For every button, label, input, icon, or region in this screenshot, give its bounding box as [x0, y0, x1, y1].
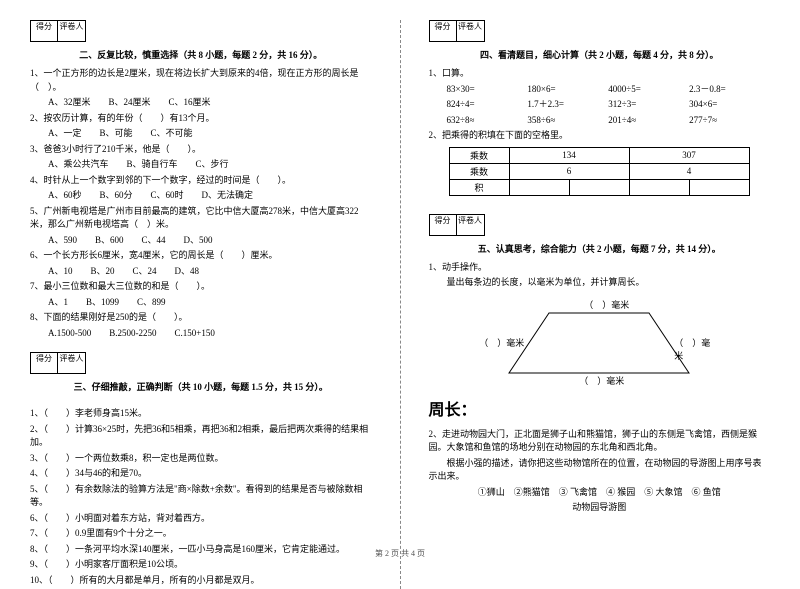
label-left: （ ）毫米 — [479, 336, 524, 349]
cell: 134 — [509, 147, 629, 163]
product-table: 乘数 134 307 乘数 6 4 积 — [449, 147, 750, 196]
section-4-title: 四、看清题目，细心计算（共 2 小题，每题 4 分，共 8 分）。 — [429, 48, 771, 61]
section-5-title: 五、认真思考，综合能力（共 2 小题，每题 7 分，共 14 分）。 — [429, 242, 771, 255]
q1-opts: A、32厘米 B、24厘米 C、16厘米 — [30, 96, 372, 110]
s4-q2: 2、把乘得的积填在下面的空格里。 — [429, 129, 771, 143]
s5-q2d: 动物园导游图 — [429, 501, 771, 515]
label-right: （ ）毫米 — [674, 336, 719, 362]
calc-cell: 180×6= — [527, 83, 608, 97]
score-label: 得分 — [429, 214, 457, 236]
calc-cell: 201÷4≈ — [608, 114, 689, 128]
calc-cell: 632÷8≈ — [447, 114, 528, 128]
cell: 307 — [629, 147, 749, 163]
calc-cell: 304×6= — [689, 98, 770, 112]
cell — [509, 179, 569, 195]
grader-label: 评卷人 — [58, 20, 86, 42]
calc-cell: 312÷3= — [608, 98, 689, 112]
judge-item: 3、（ ）一个两位数乘8，积一定也是两位数。 — [30, 452, 372, 466]
label-top: （ ）毫米 — [584, 298, 629, 311]
judge-item: 10、（ ）所有的大月都是单月，所有的小月都是双月。 — [30, 574, 372, 588]
calc-cell: 824÷4= — [447, 98, 528, 112]
score-label: 得分 — [30, 20, 58, 42]
trapezoid-figure: （ ）毫米 （ ）毫米 （ ）毫米 （ ）毫米 — [479, 298, 719, 388]
judge-item: 5、（ ）有余数除法的验算方法是"商×除数+余数"。看得到的结果是否与被除数相等… — [30, 483, 372, 510]
score-box-4: 得分 评卷人 — [429, 20, 485, 42]
judge-item: 4、（ ）34与46的和是70。 — [30, 467, 372, 481]
q7-opts: A、1 B、1099 C、899 — [30, 296, 372, 310]
s5-q1: 1、动手操作。 — [429, 261, 771, 275]
section-2-title: 二、反复比较，慎重选择（共 8 小题，每题 2 分，共 16 分）。 — [30, 48, 372, 61]
calc-cell: 83×30= — [447, 83, 528, 97]
perimeter-label: 周长： — [429, 396, 771, 420]
grader-label: 评卷人 — [457, 214, 485, 236]
q4: 4、时针从上一个数字到邻的下一个数字，经过的时间是（ ）。 — [30, 174, 372, 188]
section-3-title: 三、仔细推敲，正确判断（共 10 小题，每题 1.5 分，共 15 分）。 — [30, 380, 372, 393]
page-footer: 第 2 页 共 4 页 — [0, 548, 800, 559]
score-box-2: 得分 评卷人 — [30, 20, 86, 42]
q4-opts: A、60秒 B、60分 C、60时 D、无法确定 — [30, 189, 372, 203]
q5: 5、广州新电视塔是广州市目前最高的建筑，它比中信大厦高278米，中信大厦高322… — [30, 205, 372, 232]
cell — [569, 179, 629, 195]
s4-q1: 1、口算。 — [429, 67, 771, 81]
q2: 2、按农历计算，有的年份（ ）有13个月。 — [30, 112, 372, 126]
s5-q2a: 2、走进动物园大门，正北面是狮子山和熊猫馆，狮子山的东侧是飞禽馆，西侧是猴园。大… — [429, 428, 771, 455]
q5-opts: A、590 B、600 C、44 D、500 — [30, 234, 372, 248]
calc-cell: 277÷7≈ — [689, 114, 770, 128]
cell — [689, 179, 749, 195]
score-box-3: 得分 评卷人 — [30, 352, 86, 374]
s5-q2b: 根据小强的描述，请你把这些动物馆所在的位置，在动物园的导游图上用序号表示出来。 — [429, 457, 771, 484]
label-bottom: （ ）毫米 — [579, 374, 624, 387]
calc-cell: 358÷6≈ — [527, 114, 608, 128]
cell — [629, 179, 689, 195]
column-divider — [400, 20, 401, 589]
calc-row: 824÷4=1.7＋2.3=312÷3=304×6= — [447, 98, 771, 112]
judge-item: 6、（ ）小明面对着东方站，背对着西方。 — [30, 512, 372, 526]
s5-q1b: 量出每条边的长度，以毫米为单位，并计算周长。 — [429, 276, 771, 290]
q2-opts: A、一定 B、可能 C、不可能 — [30, 127, 372, 141]
cell: 积 — [449, 179, 509, 195]
cell: 4 — [629, 163, 749, 179]
right-column: 得分 评卷人 四、看清题目，细心计算（共 2 小题，每题 4 分，共 8 分）。… — [429, 20, 771, 589]
score-label: 得分 — [30, 352, 58, 374]
left-column: 得分 评卷人 二、反复比较，慎重选择（共 8 小题，每题 2 分，共 16 分）… — [30, 20, 372, 589]
q6-opts: A、10 B、20 C、24 D、48 — [30, 265, 372, 279]
judge-item: 7、（ ）0.9里面有9个十分之一。 — [30, 527, 372, 541]
q7: 7、最小三位数和最大三位数的和是（ ）。 — [30, 280, 372, 294]
calc-cell: 4000÷5= — [608, 83, 689, 97]
grader-label: 评卷人 — [58, 352, 86, 374]
q6: 6、一个长方形长6厘米，宽4厘米，它的周长是（ ）厘米。 — [30, 249, 372, 263]
calc-row: 83×30=180×6=4000÷5=2.3－0.8= — [447, 83, 771, 97]
cell: 乘数 — [449, 163, 509, 179]
q3-opts: A、乘公共汽车 B、骑自行车 C、步行 — [30, 158, 372, 172]
judge-item: 2、（ ）计算36×25时，先把36和5相乘，再把36和2相乘，最后把两次乘得的… — [30, 423, 372, 450]
q3: 3、爸爸3小时行了210千米，他是（ ）。 — [30, 143, 372, 157]
cell: 乘数 — [449, 147, 509, 163]
calc-cell: 2.3－0.8= — [689, 83, 770, 97]
score-box-5: 得分 评卷人 — [429, 214, 485, 236]
cell: 6 — [509, 163, 629, 179]
q8-opts: A.1500-500 B.2500-2250 C.150+150 — [30, 327, 372, 341]
judge-item: 1、（ ）李老师身高15米。 — [30, 407, 372, 421]
q1: 1、一个正方形的边长是2厘米，现在将边长扩大到原来的4倍，现在正方形的周长是（ … — [30, 67, 372, 94]
s5-q2c: ①狮山 ②熊猫馆 ③ 飞禽馆 ④ 猴园 ⑤ 大象馆 ⑥ 鱼馆 — [429, 486, 771, 500]
grader-label: 评卷人 — [457, 20, 485, 42]
q8: 8、下面的结果刚好是250的是（ ）。 — [30, 311, 372, 325]
calc-row: 632÷8≈358÷6≈201÷4≈277÷7≈ — [447, 114, 771, 128]
calc-cell: 1.7＋2.3= — [527, 98, 608, 112]
score-label: 得分 — [429, 20, 457, 42]
